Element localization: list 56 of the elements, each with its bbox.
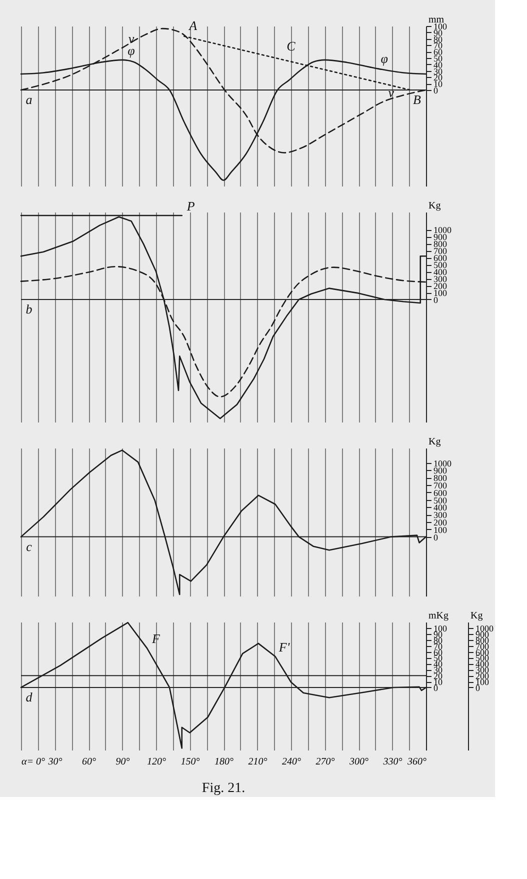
annotation: A xyxy=(188,18,198,33)
y-tick-label: 700 xyxy=(434,246,448,256)
y-tick-label: 800 xyxy=(434,239,448,249)
caption: Fig. 21. xyxy=(202,781,246,796)
x-tick-label: 90° xyxy=(116,756,130,768)
annotation: C xyxy=(286,38,296,54)
x-tick-label: 30° xyxy=(47,756,62,768)
annotation: b xyxy=(26,302,33,316)
y-tick-label: 500 xyxy=(434,260,448,270)
y-tick-label: 200 xyxy=(434,518,448,528)
x-tick-label: 240° xyxy=(282,756,301,768)
y-tick-label: 0 xyxy=(434,295,438,305)
annotation: c xyxy=(26,538,32,554)
annotation: v xyxy=(388,85,394,100)
y-tick-label: 100 xyxy=(434,288,448,298)
y2-tick-label: 1000 xyxy=(476,623,494,634)
y-tick-label: 400 xyxy=(434,267,448,277)
x-tick-label: 60° xyxy=(82,756,96,768)
annotation: B xyxy=(413,92,422,107)
y-axis-title: Kg xyxy=(428,436,441,448)
y-tick-label: 200 xyxy=(434,281,448,291)
x-tick-label: α= 0° xyxy=(22,756,45,768)
x-tick-label: 180° xyxy=(214,756,234,768)
x-tick-label: 360° xyxy=(406,756,426,768)
y-tick-label: 500 xyxy=(434,495,448,506)
y-tick-label: 1000 xyxy=(434,225,452,235)
y-tick-label: 900 xyxy=(434,466,448,476)
x-tick-label: 330° xyxy=(382,756,402,768)
y-axis-title: Kg xyxy=(428,200,441,212)
y-tick-label: 700 xyxy=(434,480,448,490)
y-tick-label: 1000 xyxy=(434,458,452,468)
y-tick-label: 100 xyxy=(434,524,448,535)
annotation: a xyxy=(26,92,33,107)
y-tick-label: 600 xyxy=(434,253,448,263)
annotation: P xyxy=(186,198,195,214)
y-tick-label: 400 xyxy=(434,502,448,513)
annotation: φ xyxy=(380,51,388,66)
y-tick-label: 100 xyxy=(434,623,448,634)
y-axis-title: mKg xyxy=(428,610,448,622)
y-tick-label: 100 xyxy=(434,22,448,32)
x-tick-label: 300° xyxy=(348,756,368,768)
x-tick-label: 210° xyxy=(248,756,268,768)
x-tick-label: 150° xyxy=(180,756,200,768)
y-tick-label: 800 xyxy=(434,473,448,484)
x-tick-label: 120° xyxy=(147,756,166,768)
y-tick-label: 0 xyxy=(434,86,438,96)
x-tick-label: 270° xyxy=(316,756,335,768)
y-tick-label: 600 xyxy=(434,488,448,498)
y2-axis-title: Kg xyxy=(470,610,483,622)
y-tick-label: 300 xyxy=(434,510,448,520)
y-tick-label: 300 xyxy=(434,274,448,284)
annotation: d xyxy=(26,689,33,704)
annotation: F' xyxy=(278,640,290,655)
annotation: F xyxy=(151,631,162,646)
y-tick-label: 900 xyxy=(434,232,448,242)
y-tick-label: 0 xyxy=(434,532,438,542)
